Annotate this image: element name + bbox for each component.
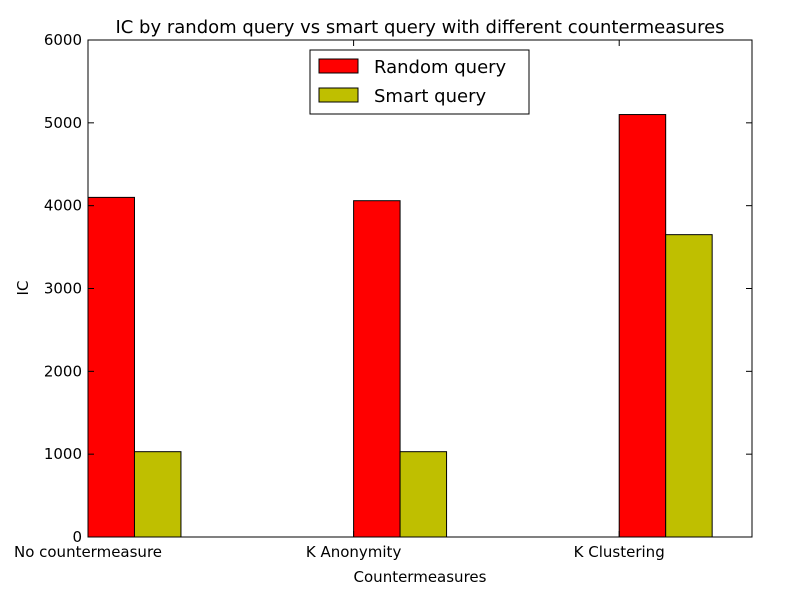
- y-tick-label: 5000: [44, 114, 82, 132]
- bar-random-query-k-anonymity: [353, 200, 401, 538]
- y-tick-label: 0: [72, 528, 82, 546]
- bar-random-query-no-countermeasure: [87, 196, 135, 538]
- legend-label-smart-query: Smart query: [374, 86, 486, 107]
- legend-swatch-random-query: [318, 58, 359, 74]
- legend: Random query Smart query: [309, 49, 530, 115]
- plot-frame: [87, 39, 753, 538]
- bar-random-query-k-clustering: [618, 114, 667, 538]
- bar-smart-query-no-countermeasure: [133, 451, 182, 538]
- y-tick-label: 1000: [44, 445, 82, 463]
- x-axis-label: Countermeasures: [354, 568, 487, 586]
- y-tick-label: 3000: [44, 280, 82, 298]
- y-tick-label: 2000: [44, 362, 82, 380]
- legend-label-random-query: Random query: [374, 57, 507, 78]
- bar-smart-query-k-clustering: [665, 234, 713, 538]
- bars-group: [87, 114, 713, 538]
- y-tick-label: 4000: [44, 197, 82, 215]
- x-tick-label: K Anonymity: [306, 543, 402, 561]
- bar-smart-query-k-anonymity: [399, 451, 448, 538]
- ticks-group: 0 1000 2000 3000 4000 5000 6000 No countermeasu…: [14, 31, 752, 561]
- x-tick-label: No countermeasure: [14, 543, 162, 561]
- y-tick-label: 6000: [44, 31, 82, 49]
- chart-title: IC by random query vs smart query with d…: [115, 17, 724, 38]
- y-axis-label: IC: [14, 281, 32, 296]
- x-tick-label: K Clustering: [574, 543, 665, 561]
- legend-swatch-smart-query: [318, 87, 359, 103]
